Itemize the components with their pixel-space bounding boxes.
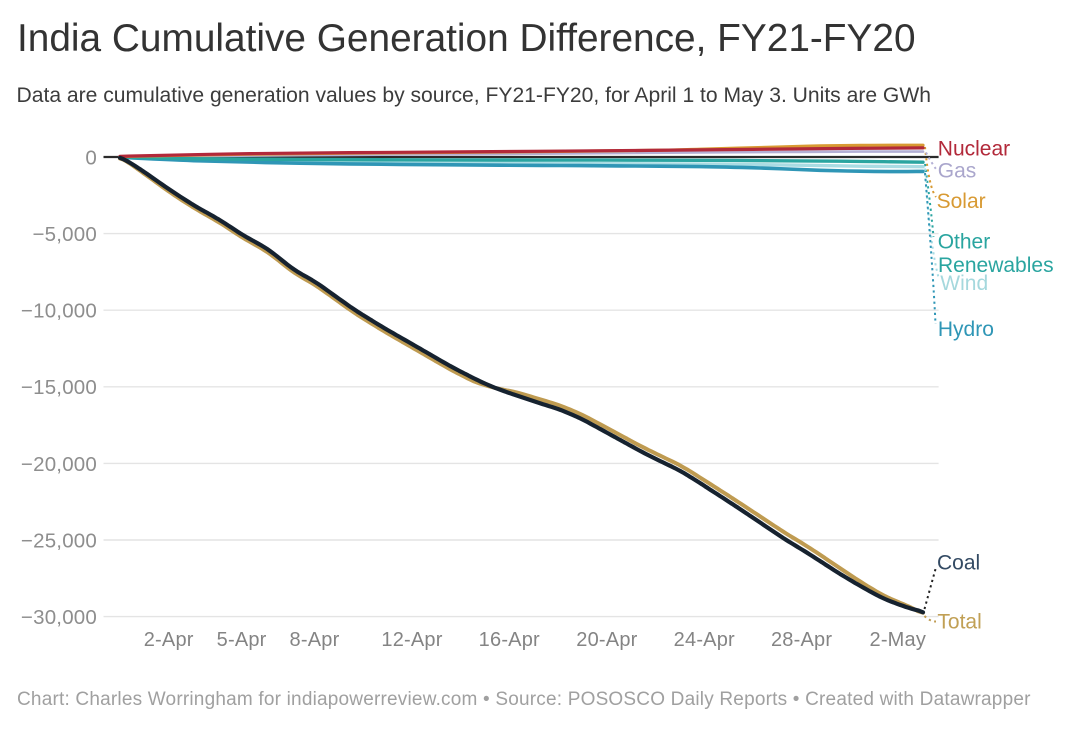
svg-text:−30,000: −30,000 — [21, 606, 97, 629]
svg-text:−10,000: −10,000 — [21, 300, 97, 323]
svg-text:28-Apr: 28-Apr — [771, 629, 832, 651]
svg-text:Hydro: Hydro — [938, 318, 994, 341]
svg-text:Total: Total — [937, 611, 981, 634]
svg-text:Renewables: Renewables — [938, 254, 1054, 277]
svg-text:20-Apr: 20-Apr — [576, 629, 637, 651]
svg-text:24-Apr: 24-Apr — [674, 629, 735, 651]
svg-text:−5,000: −5,000 — [33, 223, 97, 246]
svg-text:2-Apr: 2-Apr — [144, 629, 194, 651]
svg-text:2-May: 2-May — [870, 629, 927, 651]
svg-text:Solar: Solar — [937, 190, 986, 213]
svg-text:5-Apr: 5-Apr — [217, 629, 267, 651]
svg-text:8-Apr: 8-Apr — [290, 629, 340, 651]
svg-text:Coal: Coal — [937, 552, 980, 575]
svg-text:Wind: Wind — [940, 272, 988, 295]
svg-text:16-Apr: 16-Apr — [479, 629, 540, 651]
svg-text:−15,000: −15,000 — [21, 376, 97, 399]
svg-text:Nuclear: Nuclear — [938, 138, 1010, 161]
svg-text:−25,000: −25,000 — [21, 529, 97, 552]
svg-text:Other: Other — [938, 231, 991, 254]
svg-text:0: 0 — [85, 146, 97, 169]
svg-text:12-Apr: 12-Apr — [381, 629, 442, 651]
svg-text:−20,000: −20,000 — [21, 453, 97, 476]
svg-text:Gas: Gas — [938, 160, 977, 183]
